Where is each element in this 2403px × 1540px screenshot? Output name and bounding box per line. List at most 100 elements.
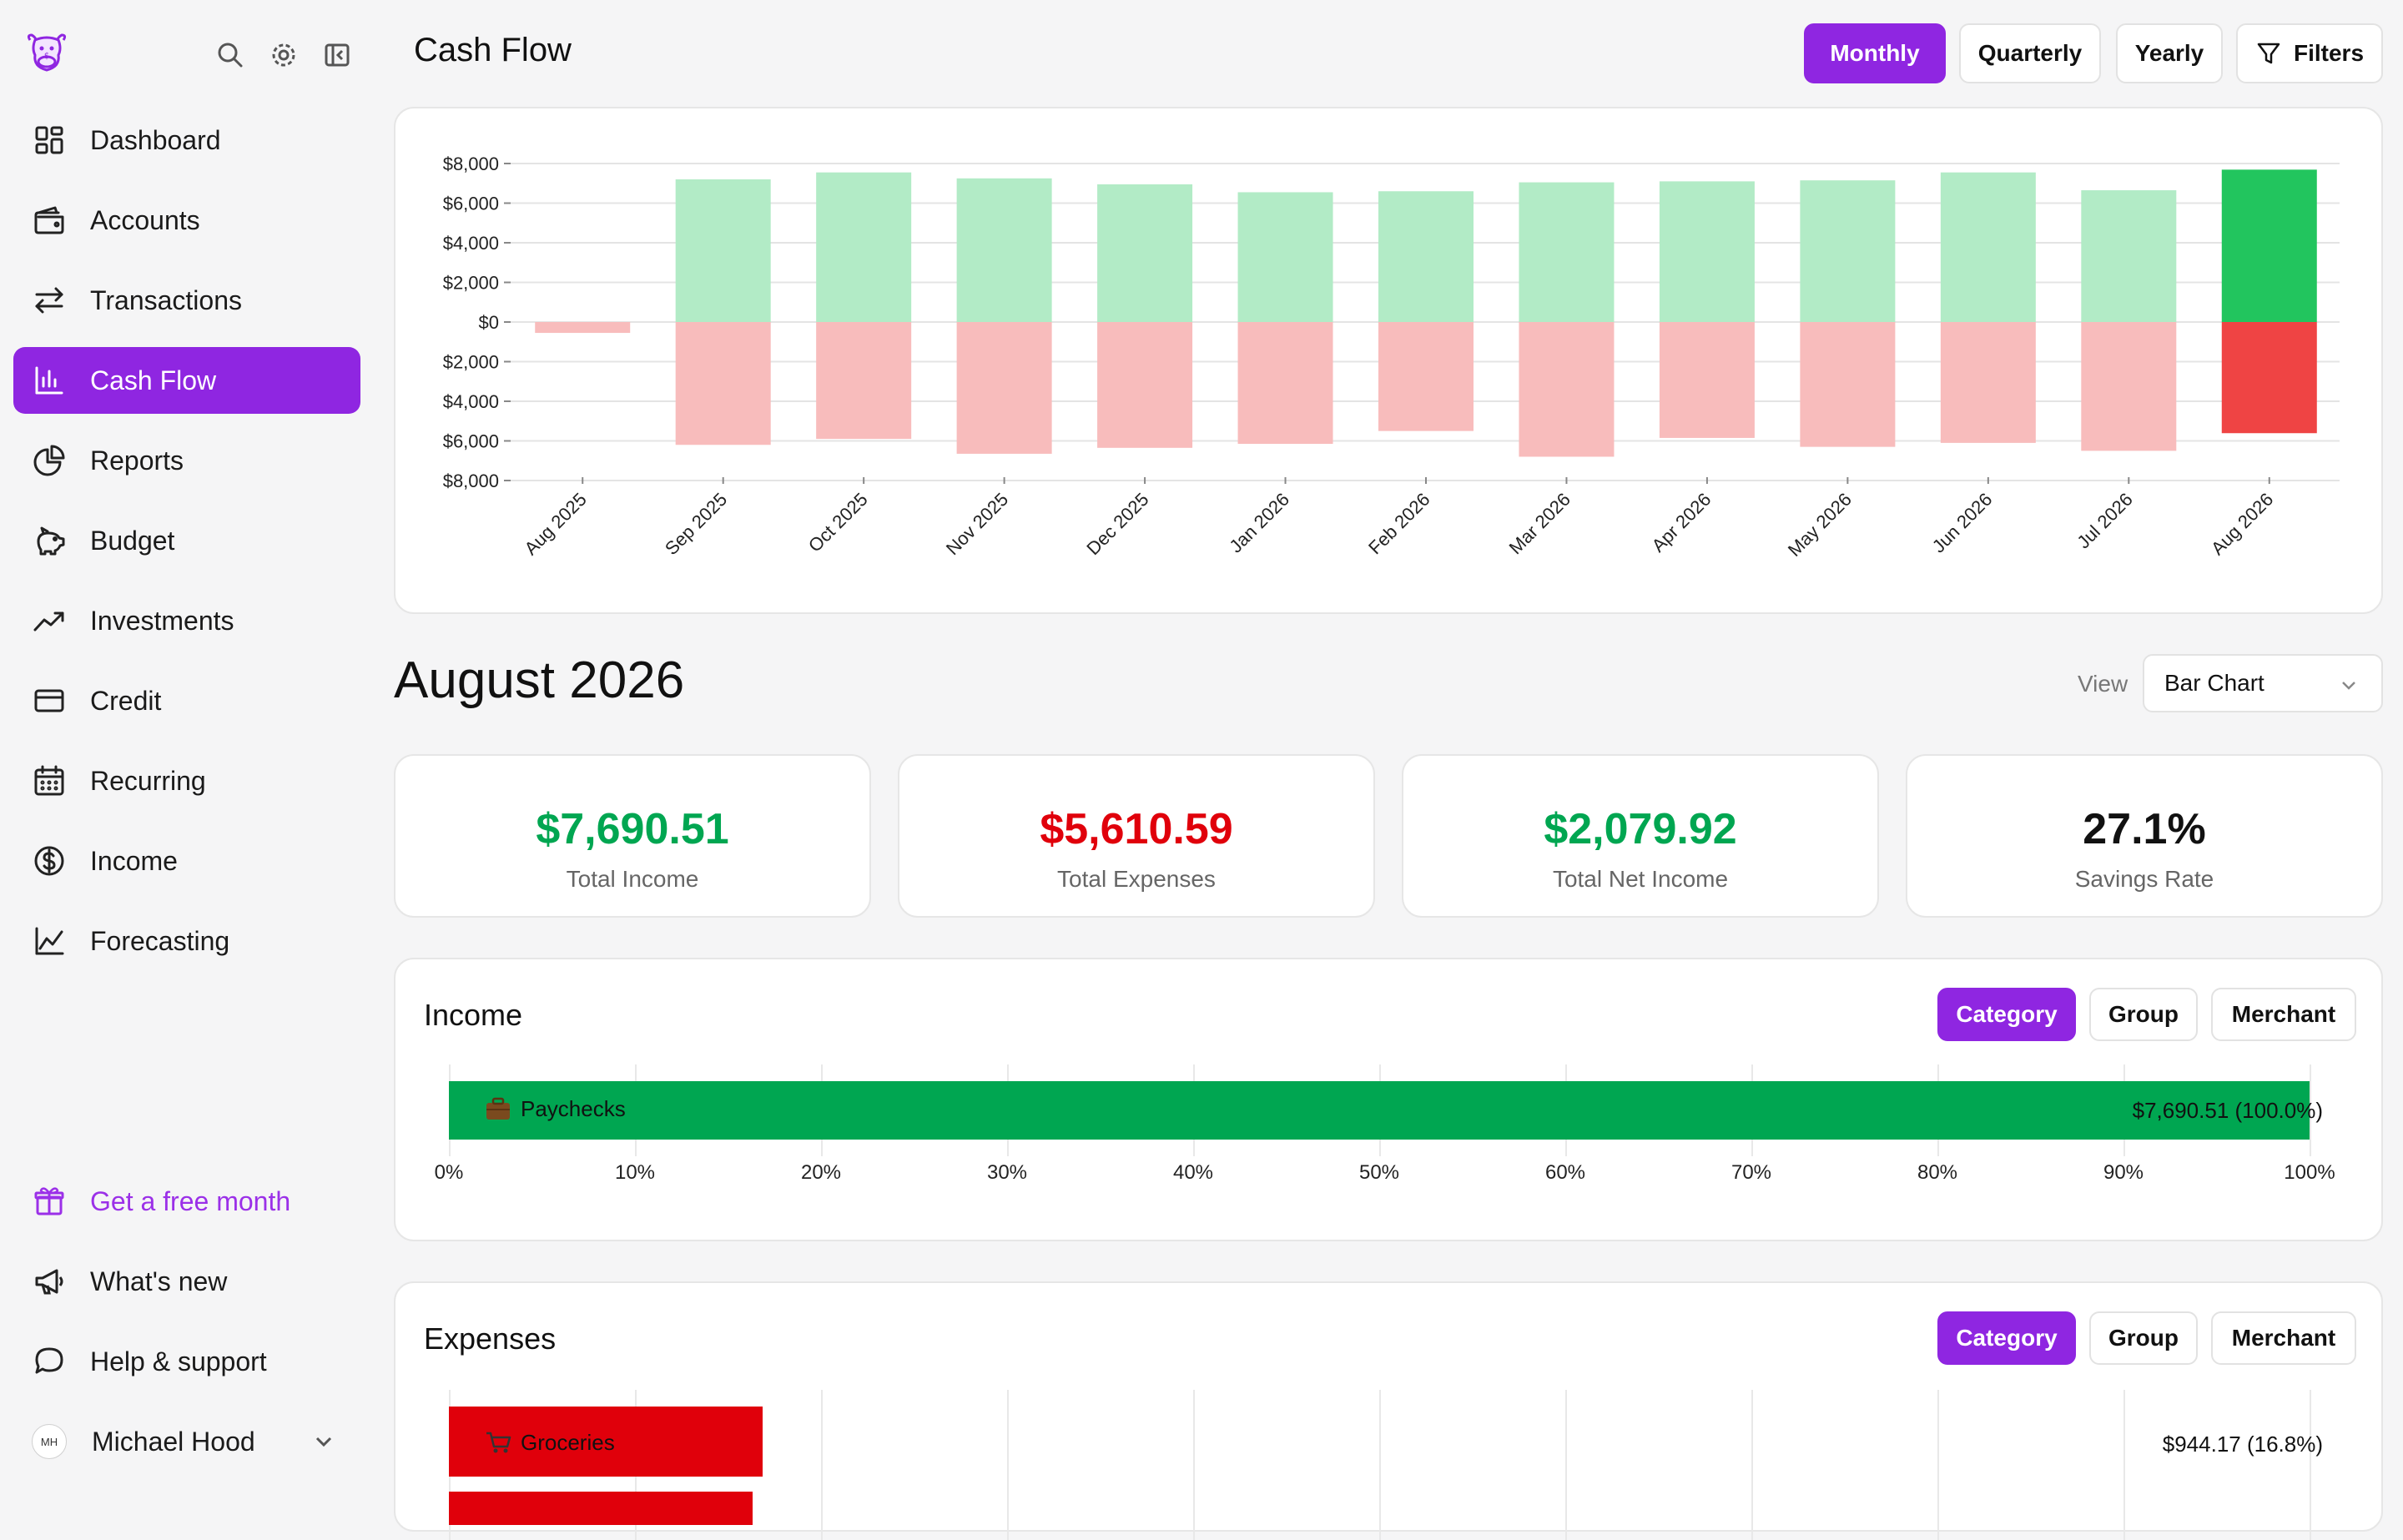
income-section-title: Income: [424, 998, 523, 1032]
x-tick-label: 20%: [800, 1161, 842, 1184]
x-tick-label: 60%: [1544, 1161, 1586, 1184]
grid-line: [821, 1390, 823, 1540]
whats-new-link[interactable]: What's new: [13, 1248, 360, 1315]
total-income-label: Total Income: [566, 866, 699, 892]
month-title: August 2026: [394, 652, 685, 709]
grid-line: [1193, 1390, 1195, 1540]
x-tick-label: Feb 2026: [1364, 489, 1433, 558]
grid-line: [1565, 1390, 1567, 1540]
period-monthly-button[interactable]: Monthly: [1804, 23, 1946, 83]
wallet-icon: [32, 203, 67, 238]
income-category-name: Paychecks: [521, 1095, 626, 1121]
expense-bar: [2221, 322, 2317, 434]
grid-line: [1937, 1390, 1939, 1540]
x-tick-label: Mar 2026: [1505, 489, 1574, 558]
sidebar-item-credit[interactable]: Credit: [13, 667, 360, 734]
savings-rate-label: Savings Rate: [2074, 866, 2214, 892]
view-select[interactable]: Bar Chart: [2143, 654, 2383, 712]
collapse-sidebar-icon[interactable]: [320, 38, 354, 72]
expenses-tab-merchant[interactable]: Merchant: [2211, 1311, 2356, 1365]
sidebar-item-label: Income: [90, 845, 178, 876]
net-income-label: Total Net Income: [1552, 866, 1729, 892]
sidebar-item-investments[interactable]: Investments: [13, 587, 360, 654]
arrows-exchange-icon: [32, 283, 67, 318]
cow-logo-icon[interactable]: $: [23, 30, 70, 77]
savings-rate-value: 27.1%: [2083, 805, 2206, 853]
y-tick-label: $8,000: [443, 153, 499, 174]
x-tick-label: 100%: [2284, 1161, 2335, 1184]
expenses-tab-category[interactable]: Category: [1937, 1311, 2076, 1365]
x-tick-label: 50%: [1358, 1161, 1400, 1184]
pie-chart-icon: [32, 443, 67, 478]
income-tab-category[interactable]: Category: [1937, 988, 2076, 1041]
sidebar-item-label: Accounts: [90, 204, 200, 235]
expense-bar: [1940, 322, 2036, 443]
x-tick-label: May 2026: [1784, 489, 1856, 561]
income-tab-merchant[interactable]: Merchant: [2211, 988, 2356, 1041]
filter-funnel-icon: [2255, 40, 2282, 67]
gear-icon[interactable]: [267, 38, 300, 72]
x-tick-label: Dec 2025: [1082, 489, 1152, 559]
help-support-link[interactable]: Help & support: [13, 1328, 360, 1395]
y-tick-label: $6,000: [443, 431, 499, 452]
view-select-value: Bar Chart: [2164, 670, 2264, 696]
income-bar-paychecks[interactable]: [449, 1081, 2310, 1140]
sidebar-item-recurring[interactable]: Recurring: [13, 747, 360, 814]
get-free-month-label: Get a free month: [90, 1185, 291, 1216]
view-label: View: [2078, 671, 2128, 697]
briefcase-icon: [484, 1095, 512, 1123]
sidebar-item-accounts[interactable]: Accounts: [13, 187, 360, 254]
whats-new-label: What's new: [90, 1266, 228, 1296]
expense-bar: [535, 322, 631, 334]
x-tick-label: Jul 2026: [2073, 489, 2137, 553]
y-tick-label: $6,000: [443, 194, 499, 214]
period-yearly-button[interactable]: Yearly: [2116, 23, 2223, 83]
income-bar: [816, 172, 912, 322]
sidebar-item-label: Budget: [90, 525, 175, 556]
sidebar-item-label: Recurring: [90, 765, 206, 796]
period-quarterly-button[interactable]: Quarterly: [1959, 23, 2101, 83]
sidebar-item-reports[interactable]: Reports: [13, 427, 360, 494]
sidebar-item-dashboard[interactable]: Dashboard: [13, 107, 360, 174]
chat-bubble-icon: [32, 1344, 67, 1379]
expense-bar-groceries[interactable]: [449, 1407, 763, 1477]
income-bar: [1519, 182, 1615, 322]
sidebar-item-label: Credit: [90, 685, 162, 716]
sidebar-item-label: Investments: [90, 605, 234, 636]
income-bar: [1940, 172, 2036, 322]
filters-button[interactable]: Filters: [2236, 23, 2383, 83]
income-tab-group[interactable]: Group: [2089, 988, 2198, 1041]
sidebar-item-label: Transactions: [90, 284, 242, 315]
expenses-tab-group[interactable]: Group: [2089, 1311, 2198, 1365]
gift-icon: [32, 1184, 67, 1219]
y-tick-label: $0: [479, 312, 499, 333]
sidebar-item-income[interactable]: Income: [13, 828, 360, 894]
x-tick-label: 30%: [986, 1161, 1028, 1184]
expense-bar: [1800, 322, 1896, 447]
grid-line: [2310, 1390, 2311, 1540]
x-tick-label: Jan 2026: [1225, 489, 1293, 557]
sidebar-item-label: Dashboard: [90, 124, 221, 155]
grid-line: [1007, 1390, 1009, 1540]
get-free-month-link[interactable]: Get a free month: [13, 1168, 360, 1235]
sidebar-item-label: Reports: [90, 445, 184, 476]
sidebar-item-forecasting[interactable]: Forecasting: [13, 908, 360, 974]
piggy-bank-icon: [32, 523, 67, 558]
expense-bar-next[interactable]: [449, 1492, 753, 1525]
sidebar-item-cash-flow[interactable]: Cash Flow: [13, 347, 360, 414]
y-tick-label: $4,000: [443, 233, 499, 254]
expense-bar: [816, 322, 912, 440]
income-bar: [2081, 190, 2177, 322]
income-bar: [1659, 181, 1755, 322]
svg-text:$: $: [44, 52, 49, 61]
x-tick-label: 40%: [1172, 1161, 1214, 1184]
income-bar: [1237, 192, 1333, 322]
megaphone-icon: [32, 1264, 67, 1299]
y-tick-label: $4,000: [443, 391, 499, 412]
user-name: Michael Hood: [92, 1426, 255, 1457]
search-icon[interactable]: [214, 38, 247, 72]
user-menu[interactable]: MH Michael Hood: [13, 1408, 360, 1475]
stat-card-net-income: $2,079.92 Total Net Income: [1402, 754, 1879, 918]
sidebar-item-transactions[interactable]: Transactions: [13, 267, 360, 334]
sidebar-item-budget[interactable]: Budget: [13, 507, 360, 574]
